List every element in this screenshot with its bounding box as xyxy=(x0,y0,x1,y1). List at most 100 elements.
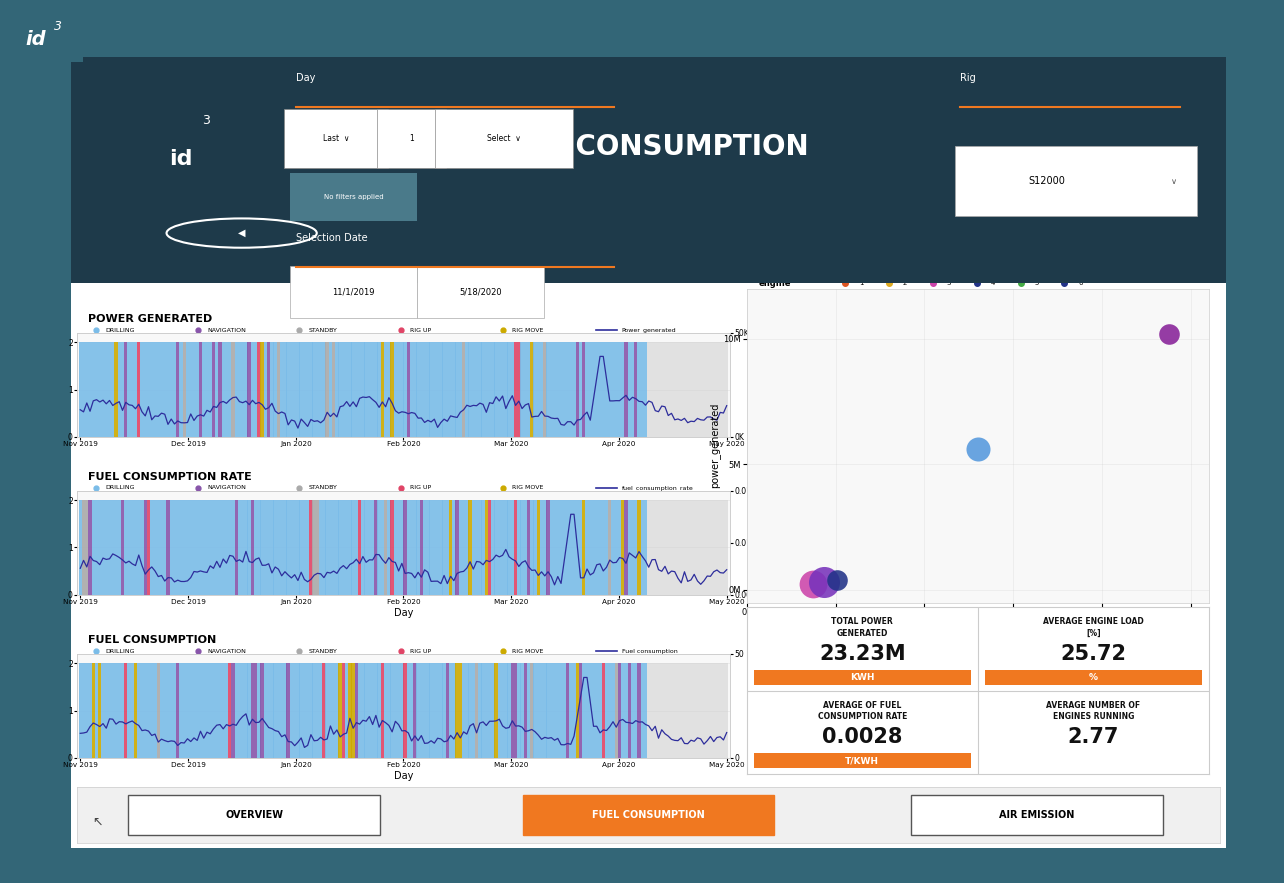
Bar xyxy=(594,663,598,758)
Bar xyxy=(401,663,403,758)
Bar xyxy=(182,343,186,437)
Bar xyxy=(333,663,335,758)
Text: AVERAGE NUMBER OF
ENGINES RUNNING: AVERAGE NUMBER OF ENGINES RUNNING xyxy=(1046,700,1140,721)
Bar xyxy=(134,663,137,758)
Bar xyxy=(214,343,218,437)
Bar xyxy=(429,343,433,437)
Bar xyxy=(420,343,422,437)
Bar xyxy=(407,663,410,758)
Text: STANDBY: STANDBY xyxy=(308,649,338,653)
Bar xyxy=(579,663,582,758)
Bar xyxy=(698,343,702,437)
Bar xyxy=(465,343,469,437)
Bar xyxy=(560,663,562,758)
Bar xyxy=(169,663,173,758)
Bar xyxy=(189,663,193,758)
Bar xyxy=(229,343,231,437)
Point xyxy=(1158,327,1179,341)
Bar xyxy=(407,500,410,595)
Bar xyxy=(507,500,511,595)
Bar xyxy=(214,500,218,595)
Bar xyxy=(722,343,725,437)
Bar xyxy=(140,343,144,437)
Text: 0.0028: 0.0028 xyxy=(822,728,903,747)
Bar xyxy=(426,343,430,437)
Bar xyxy=(505,663,507,758)
Bar xyxy=(199,500,202,595)
Bar xyxy=(199,663,202,758)
Bar xyxy=(108,500,112,595)
Bar xyxy=(306,343,309,437)
Text: DRILLING: DRILLING xyxy=(105,649,135,653)
Bar xyxy=(140,663,144,758)
Bar xyxy=(257,343,261,437)
Bar xyxy=(686,343,690,437)
Bar xyxy=(696,343,700,437)
Bar xyxy=(208,343,212,437)
FancyBboxPatch shape xyxy=(290,266,417,318)
Bar xyxy=(118,663,121,758)
Bar xyxy=(715,500,719,595)
Bar xyxy=(329,663,333,758)
Bar xyxy=(410,663,413,758)
Bar xyxy=(462,343,465,437)
Bar xyxy=(193,663,195,758)
Bar xyxy=(157,343,160,437)
Bar xyxy=(222,663,225,758)
Text: 1: 1 xyxy=(859,281,863,286)
Bar xyxy=(520,343,524,437)
Bar xyxy=(354,500,358,595)
Text: FUEL CONSUMPTION: FUEL CONSUMPTION xyxy=(87,635,216,645)
Bar xyxy=(208,500,212,595)
Bar xyxy=(352,500,354,595)
Bar xyxy=(433,663,437,758)
Bar xyxy=(312,343,316,437)
FancyBboxPatch shape xyxy=(128,795,380,835)
Bar xyxy=(176,500,180,595)
Point xyxy=(802,577,823,592)
Bar xyxy=(533,500,537,595)
Bar xyxy=(490,343,494,437)
Bar xyxy=(176,663,180,758)
Bar xyxy=(611,343,615,437)
Bar xyxy=(225,500,229,595)
Bar xyxy=(89,663,91,758)
Bar xyxy=(498,500,501,595)
Bar xyxy=(439,343,443,437)
Text: 2.77: 2.77 xyxy=(1067,728,1120,747)
Text: 5/18/2020: 5/18/2020 xyxy=(460,287,502,296)
Bar xyxy=(299,500,303,595)
Bar xyxy=(490,500,494,595)
Bar xyxy=(384,500,388,595)
Bar xyxy=(202,500,205,595)
Bar xyxy=(157,663,160,758)
Bar xyxy=(664,343,666,437)
Bar xyxy=(598,343,602,437)
Bar xyxy=(592,663,596,758)
Bar xyxy=(482,500,485,595)
Bar xyxy=(186,500,189,595)
Bar xyxy=(318,500,322,595)
Bar xyxy=(101,500,105,595)
Bar xyxy=(539,343,543,437)
Bar xyxy=(588,500,592,595)
Bar xyxy=(679,663,683,758)
Bar xyxy=(654,663,657,758)
Bar xyxy=(95,663,99,758)
Bar xyxy=(280,500,284,595)
Bar xyxy=(469,343,471,437)
Bar xyxy=(322,343,326,437)
Bar xyxy=(95,500,99,595)
Bar xyxy=(273,343,277,437)
Bar xyxy=(238,663,241,758)
Bar xyxy=(225,343,229,437)
Bar xyxy=(456,500,458,595)
Bar xyxy=(537,663,541,758)
Bar xyxy=(134,500,137,595)
Bar xyxy=(248,663,250,758)
FancyBboxPatch shape xyxy=(912,795,1162,835)
Point xyxy=(968,442,989,457)
Bar xyxy=(401,343,403,437)
Bar xyxy=(439,663,443,758)
Bar xyxy=(615,500,618,595)
